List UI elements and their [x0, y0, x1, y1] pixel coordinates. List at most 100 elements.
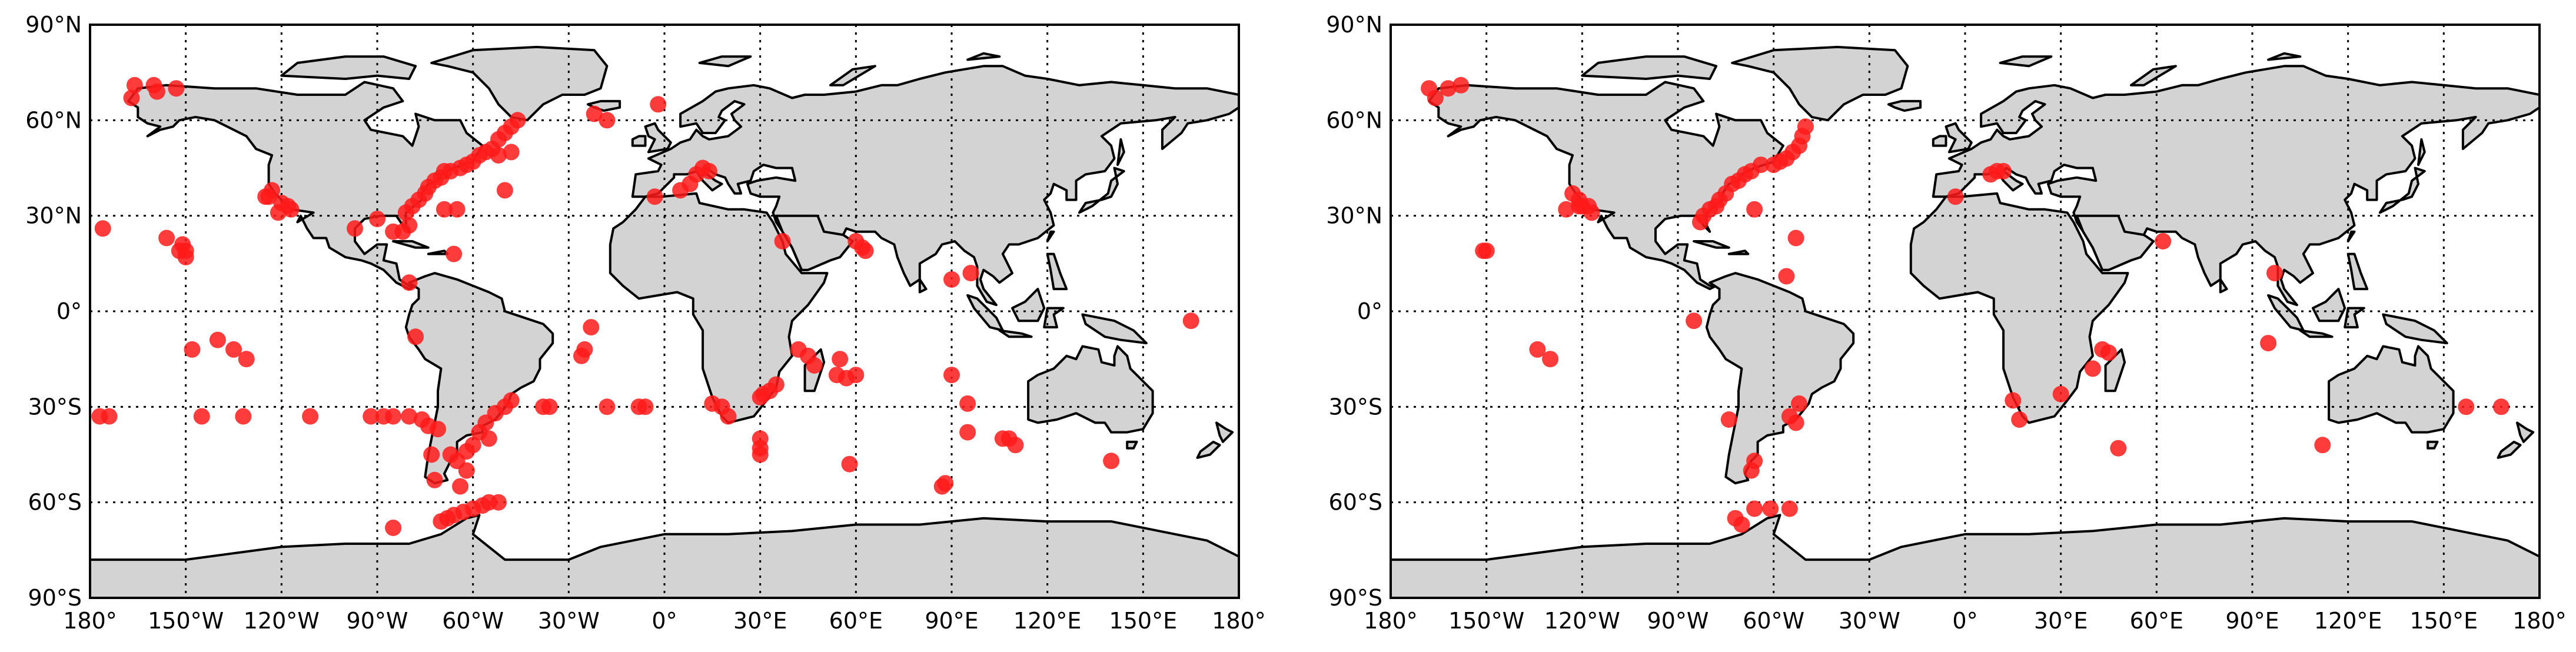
- data-point: [401, 217, 418, 234]
- data-point: [225, 341, 242, 358]
- landmass-cuba: [1693, 240, 1730, 249]
- lon-tick-label: 90°W: [1647, 608, 1709, 634]
- map-left-markers: [91, 76, 1199, 536]
- lon-tick-label: 150°E: [1109, 608, 1178, 634]
- landmass-java: [998, 329, 1033, 338]
- lat-tick-label: 0°: [56, 298, 82, 324]
- lon-tick-label: 120°E: [1013, 608, 1082, 634]
- map-right-markers: [1421, 76, 2509, 533]
- lon-tick-label: 30°W: [538, 608, 600, 634]
- data-point: [1778, 268, 1795, 285]
- landmass-great-britain: [644, 122, 672, 154]
- data-point: [101, 408, 118, 425]
- map-left-lat-labels: 90°N 60°N 30°N 0° 30°S 60°S 90°S: [25, 12, 82, 611]
- data-point: [363, 408, 380, 425]
- data-point: [401, 274, 418, 291]
- data-point: [238, 351, 255, 368]
- landmass-africa: [609, 192, 829, 424]
- lon-tick-label: 0°: [652, 608, 677, 634]
- landmass-borneo: [2312, 288, 2346, 322]
- landmass-canadian-islands: [280, 55, 417, 80]
- lon-tick-label: 180°: [63, 608, 117, 634]
- landmass-tasmania: [1126, 440, 1138, 450]
- data-point: [436, 201, 453, 218]
- data-point: [2005, 392, 2022, 409]
- data-point: [1781, 500, 1798, 517]
- lon-tick-label: 30°E: [2034, 608, 2088, 634]
- data-point: [1686, 312, 1703, 330]
- data-point: [407, 328, 424, 345]
- lat-tick-label: 90°S: [28, 585, 82, 611]
- data-point: [94, 220, 111, 237]
- landmass-new-zealand-south: [2497, 440, 2522, 459]
- landmass-novaya-zemlya: [2130, 65, 2177, 87]
- data-point: [599, 398, 616, 415]
- data-point: [1475, 242, 1492, 260]
- lon-tick-label: 30°W: [1839, 608, 1900, 634]
- map-right: 90°N 60°N 30°N 0° 30°S 60°S 90°S 180° 150°W 120°…: [1326, 12, 2567, 634]
- data-point: [841, 455, 858, 473]
- lat-tick-label: 30°S: [28, 394, 82, 420]
- data-point: [503, 392, 520, 409]
- data-point: [847, 367, 865, 384]
- landmass-new-zealand-south: [1196, 440, 1221, 459]
- lon-tick-label: 150°W: [148, 608, 224, 634]
- landmass-ireland: [631, 135, 647, 147]
- data-point: [1558, 201, 1575, 218]
- landmass-new-guinea: [2382, 313, 2448, 345]
- data-point: [937, 475, 954, 492]
- landmass-java: [2299, 329, 2334, 338]
- data-point: [446, 245, 463, 262]
- landmass-new-zealand-north: [1215, 421, 1234, 443]
- data-point: [158, 229, 175, 247]
- data-point: [2155, 233, 2172, 250]
- data-point: [148, 83, 165, 100]
- data-point: [385, 520, 402, 536]
- data-point: [426, 471, 443, 488]
- lon-tick-label: 30°E: [733, 608, 787, 634]
- lon-tick-label: 120°E: [2314, 608, 2382, 634]
- lon-tick-label: 60°E: [2130, 608, 2183, 634]
- data-point: [496, 182, 513, 199]
- data-point: [209, 331, 226, 348]
- lon-tick-label: 180°: [1212, 608, 1266, 634]
- data-point: [126, 76, 143, 94]
- data-point: [302, 408, 319, 425]
- data-point: [2052, 385, 2069, 402]
- lon-tick-label: 60°W: [1743, 608, 1804, 634]
- lat-tick-label: 60°N: [1326, 107, 1382, 133]
- landmass-philippines: [1046, 252, 1068, 291]
- lon-tick-label: 90°W: [347, 608, 408, 634]
- data-point: [235, 408, 252, 425]
- data-point: [573, 347, 590, 364]
- data-point: [270, 204, 287, 221]
- data-point: [347, 220, 363, 237]
- data-point: [1583, 204, 1600, 221]
- data-point: [832, 351, 849, 368]
- data-point: [1947, 188, 1964, 205]
- lon-tick-label: 150°E: [2410, 608, 2478, 634]
- data-point: [2492, 398, 2509, 415]
- data-point: [2314, 437, 2331, 454]
- map-left: 90°N 60°N 30°N 0° 30°S 60°S 90°S 180° 150°W 120°…: [25, 12, 1266, 634]
- landmass-cuba: [392, 240, 430, 249]
- map-right-gridlines: [1391, 25, 2540, 598]
- data-point: [650, 96, 667, 113]
- lon-tick-label: 60°W: [442, 608, 504, 634]
- data-point: [452, 478, 468, 495]
- landmass-philippines: [2346, 252, 2369, 291]
- data-point: [401, 408, 418, 425]
- landmass-tasmania: [2427, 440, 2439, 450]
- landmass-sri-lanka: [918, 278, 928, 294]
- data-point: [943, 271, 960, 288]
- data-point: [586, 105, 603, 122]
- data-point: [503, 144, 520, 161]
- map-right-frame: [1390, 24, 2541, 599]
- data-point: [123, 89, 140, 107]
- lon-tick-label: 90°E: [2225, 608, 2279, 634]
- landmass-japan: [2378, 167, 2426, 214]
- data-point: [168, 80, 185, 97]
- lon-tick-label: 120°W: [244, 608, 320, 634]
- data-point: [599, 112, 616, 129]
- landmass-new-guinea: [1081, 313, 1148, 345]
